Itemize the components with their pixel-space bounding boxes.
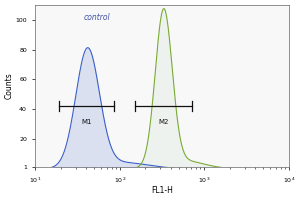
Y-axis label: Counts: Counts (5, 73, 14, 99)
Text: control: control (83, 13, 110, 22)
Text: M1: M1 (81, 119, 92, 125)
X-axis label: FL1-H: FL1-H (151, 186, 173, 195)
Text: M2: M2 (158, 119, 169, 125)
